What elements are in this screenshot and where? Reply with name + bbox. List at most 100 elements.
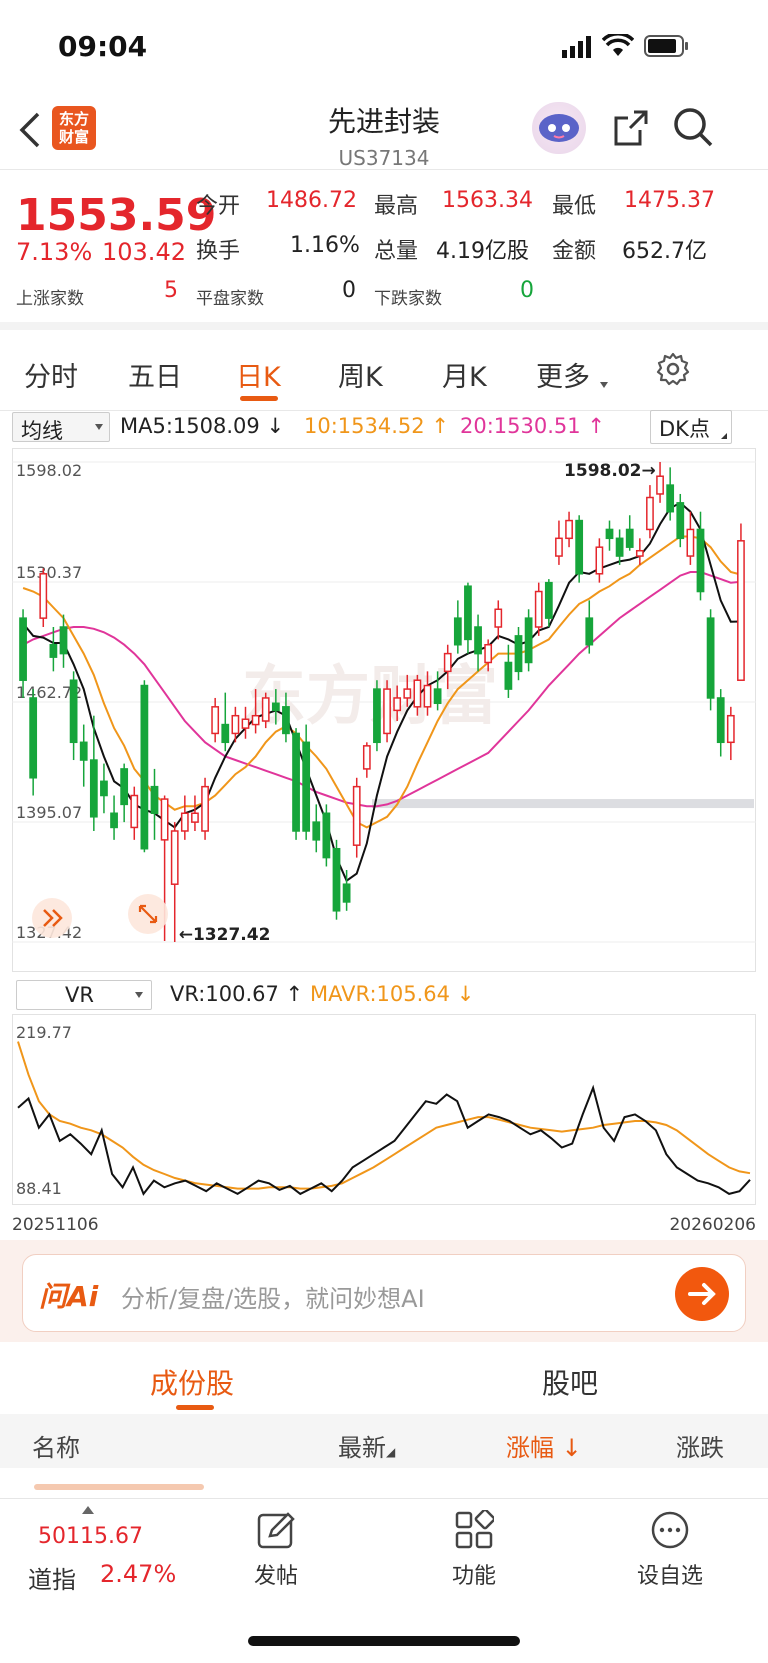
y-tick-label: 88.41 xyxy=(16,1179,62,1198)
low-value: 1475.37 xyxy=(624,188,715,213)
tab-monthly-k[interactable]: 月K xyxy=(442,362,487,393)
candle xyxy=(696,511,705,601)
ai-send-button[interactable] xyxy=(675,1267,729,1321)
search-icon[interactable] xyxy=(672,106,714,152)
open-label: 今开 xyxy=(196,194,241,219)
candle xyxy=(271,689,280,725)
watchlist-icon[interactable] xyxy=(650,1510,690,1554)
chart-frame xyxy=(12,448,756,972)
candle xyxy=(342,870,351,911)
candle xyxy=(362,742,371,778)
robot-assistant-icon[interactable] xyxy=(532,102,586,154)
dk-point-button[interactable]: DK点 xyxy=(650,410,732,444)
candle xyxy=(625,515,634,551)
candle xyxy=(89,715,98,831)
candle-body xyxy=(39,573,48,619)
down-count-label: 下跌家数 xyxy=(374,289,442,309)
candle xyxy=(261,692,270,729)
candle xyxy=(646,485,654,539)
ma20-readout: 20:1530.51 ↑ xyxy=(460,414,605,438)
candle-body xyxy=(211,706,220,735)
tab-forum[interactable]: 股吧 xyxy=(542,1367,599,1400)
index-value[interactable]: 50115.67 xyxy=(38,1524,143,1549)
candle xyxy=(39,568,48,628)
candle-body xyxy=(575,519,584,575)
vr-readout: VR:100.67 ↑ xyxy=(170,982,304,1006)
tab-daily-k[interactable]: 日K xyxy=(236,362,281,393)
tab-constituents[interactable]: 成份股 xyxy=(150,1367,235,1400)
ma10-readout: 10:1534.52 ↑ xyxy=(304,414,449,438)
candle-body xyxy=(453,617,462,646)
index-change[interactable]: 2.47% xyxy=(100,1560,177,1588)
vr-selector[interactable]: VR xyxy=(16,980,152,1010)
candle xyxy=(282,692,290,743)
amount-value: 652.7亿 xyxy=(622,239,707,264)
col-latest[interactable]: 最新◢ xyxy=(338,1434,396,1462)
col-name[interactable]: 名称 xyxy=(32,1434,80,1462)
candle xyxy=(332,839,341,920)
candle-body xyxy=(726,714,735,744)
ai-input[interactable]: 分析/复盘/选股，就问妙想AI xyxy=(121,1285,425,1313)
candle xyxy=(615,529,624,565)
candle xyxy=(312,804,321,853)
candle-body xyxy=(100,780,108,797)
status-time: 09:04 xyxy=(58,30,148,63)
candle-body xyxy=(352,785,361,846)
candle xyxy=(565,511,573,548)
candle xyxy=(69,671,78,761)
candle xyxy=(140,680,149,853)
candle xyxy=(180,795,189,840)
candle-body xyxy=(585,617,594,646)
candle-body xyxy=(666,484,675,513)
low-label: 最低 xyxy=(552,194,597,219)
arrow-up-icon: ↑ xyxy=(424,414,449,438)
candlestick-chart[interactable]: 1598.021530.371462.721395.071327.42东方财富1… xyxy=(12,448,756,972)
dropdown-icon xyxy=(135,992,143,998)
post-icon[interactable] xyxy=(256,1510,296,1554)
volume-label: 总量 xyxy=(374,239,419,264)
gear-icon[interactable] xyxy=(656,352,690,390)
index-name[interactable]: 道指 xyxy=(28,1566,76,1594)
indicator-selector[interactable]: 均线 xyxy=(12,412,110,443)
candle-body xyxy=(676,502,685,540)
watchlist-button[interactable]: 设自选 xyxy=(636,1564,703,1589)
candle-body xyxy=(373,688,381,744)
candle-body xyxy=(322,812,331,859)
candle xyxy=(656,462,664,503)
tab-active-underline xyxy=(240,396,278,401)
candle-body xyxy=(241,718,250,729)
x-tick-label: 20251106 xyxy=(12,1215,99,1235)
candle-body xyxy=(130,794,139,829)
candle xyxy=(544,579,553,628)
max-price-label: 1598.02→ xyxy=(564,461,656,481)
back-icon[interactable] xyxy=(18,112,42,152)
ai-search-bar[interactable]: 问Ai 分析/复盘/选股，就问妙想AI xyxy=(22,1254,746,1332)
ai-logo: 问Ai xyxy=(39,1280,99,1313)
page-title: 先进封装 xyxy=(327,105,440,138)
tab-intraday[interactable]: 分时 xyxy=(24,362,78,393)
vr-chart[interactable]: 219.77 88.41 20251106 20260206 xyxy=(12,1014,756,1236)
candle xyxy=(443,644,452,690)
function-button[interactable]: 功能 xyxy=(451,1564,496,1589)
expand-panel-icon[interactable] xyxy=(32,898,72,938)
tab-weekly-k[interactable]: 周K xyxy=(338,362,383,393)
tab-more[interactable]: 更多 xyxy=(536,362,590,393)
candle xyxy=(100,763,108,814)
candle-body xyxy=(555,537,563,557)
candle xyxy=(737,523,745,681)
post-button[interactable]: 发帖 xyxy=(253,1564,298,1589)
candle-body xyxy=(494,608,503,628)
candle xyxy=(292,728,300,840)
tab-five-day[interactable]: 五日 xyxy=(128,362,182,393)
candle xyxy=(686,511,695,565)
share-icon[interactable] xyxy=(612,108,650,152)
candle-body xyxy=(413,679,422,708)
candle xyxy=(29,689,38,796)
function-icon[interactable] xyxy=(454,1508,496,1554)
col-change-pct[interactable]: 涨幅 ↓ xyxy=(506,1434,582,1462)
col-change[interactable]: 涨跌 xyxy=(676,1434,724,1462)
candle-body xyxy=(443,652,452,673)
fullscreen-icon[interactable] xyxy=(128,894,168,934)
candle xyxy=(504,644,513,698)
candle-body xyxy=(504,661,513,690)
